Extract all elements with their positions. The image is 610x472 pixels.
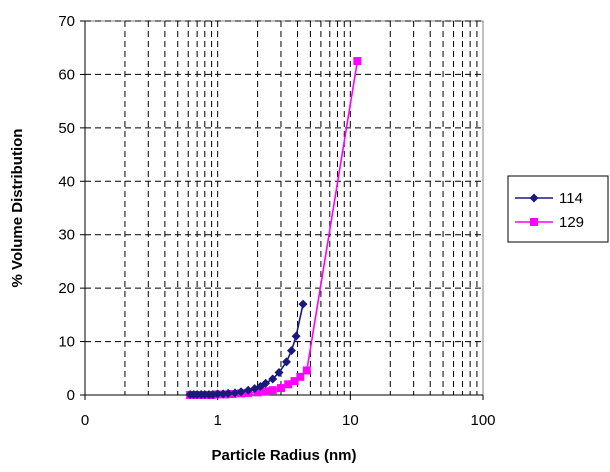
data-point-114 <box>298 299 308 309</box>
data-point-114 <box>236 387 246 397</box>
y-tick-label: 20 <box>58 280 75 297</box>
legend-marker-114 <box>529 193 539 203</box>
legend-label-114: 114 <box>559 190 583 207</box>
data-point-114 <box>268 374 278 384</box>
y-tick-label: 60 <box>58 66 75 83</box>
data-point-129 <box>261 387 270 396</box>
series-layer <box>185 57 362 399</box>
x-tick-label: 100 <box>470 412 495 429</box>
data-point-114 <box>243 385 253 395</box>
data-point-129 <box>284 380 293 389</box>
y-tick-label: 70 <box>58 13 75 30</box>
data-point-114 <box>281 357 291 367</box>
data-point-129 <box>302 366 311 375</box>
y-tick-label: 50 <box>58 120 75 137</box>
data-point-114 <box>261 378 271 388</box>
x-tick-label: 0 <box>81 412 89 429</box>
data-point-114 <box>223 388 233 398</box>
data-point-129 <box>276 384 285 393</box>
y-axis-title: % Volume Distribution <box>9 129 26 288</box>
data-point-129 <box>290 377 299 386</box>
legend-marker-129 <box>530 218 538 226</box>
y-tick-label: 30 <box>58 227 75 244</box>
y-tick-label: 0 <box>67 387 75 404</box>
data-point-129 <box>296 372 305 381</box>
data-point-114 <box>291 331 301 341</box>
y-tick-label: 10 <box>58 334 75 351</box>
data-point-129 <box>253 388 262 397</box>
data-point-129 <box>268 386 277 395</box>
axes: 0 10 20 30 40 50 60 70 0 1 10 100 <box>58 13 495 429</box>
x-tick-label: 1 <box>213 412 221 429</box>
data-point-114 <box>213 389 223 399</box>
grid <box>85 20 483 395</box>
x-axis-title: Particle Radius (nm) <box>211 447 356 464</box>
data-point-114 <box>286 346 296 356</box>
data-point-114 <box>274 368 284 378</box>
legend-box <box>507 175 609 243</box>
x-tick-label: 10 <box>342 412 359 429</box>
y-tick-label: 40 <box>58 173 75 190</box>
data-point-129 <box>353 57 362 66</box>
legend-label-129: 129 <box>559 214 584 231</box>
series-114 <box>185 299 308 399</box>
data-point-114 <box>230 388 240 398</box>
plot-area <box>84 20 484 396</box>
